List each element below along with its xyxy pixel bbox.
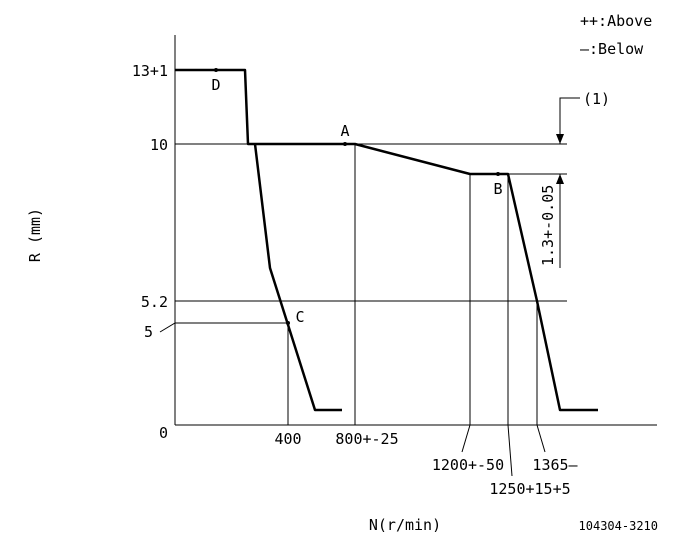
y-tick-label: 5 xyxy=(144,323,153,341)
note-label: (1) xyxy=(583,90,610,108)
dimension-label: 1.3+-0.05 xyxy=(539,185,557,266)
legend-below: —:Below xyxy=(580,40,644,58)
curve-branch xyxy=(253,143,342,412)
x-tick-label: 1250+15+5 xyxy=(489,480,570,498)
reference-lines xyxy=(159,143,567,477)
point-label: C xyxy=(295,308,304,326)
dimension xyxy=(556,97,580,268)
x-tick-label: 400 xyxy=(274,430,301,448)
point-marker xyxy=(286,321,290,325)
point-marker xyxy=(343,142,347,146)
x-tick-label: 1365— xyxy=(532,456,578,474)
point-label: D xyxy=(211,76,220,94)
curve-main xyxy=(175,68,598,412)
y-tick-label: 13+1 xyxy=(132,62,168,80)
x-axis-title: N(r/min) xyxy=(369,516,441,534)
point-marker xyxy=(496,172,500,176)
point-label: A xyxy=(340,122,349,140)
point-label: B xyxy=(493,180,502,198)
y-axis-title: R (mm) xyxy=(26,208,44,262)
point-marker xyxy=(214,68,218,72)
y-tick-label: 5.2 xyxy=(141,293,168,311)
x-tick-label: 800+-25 xyxy=(335,430,398,448)
y-tick-label: 10 xyxy=(150,136,168,154)
y-tick-label: 0 xyxy=(159,424,168,442)
drawing-number: 104304-3210 xyxy=(579,519,658,533)
legend-above: ++:Above xyxy=(580,12,652,30)
x-tick-label: 1200+-50 xyxy=(432,456,504,474)
